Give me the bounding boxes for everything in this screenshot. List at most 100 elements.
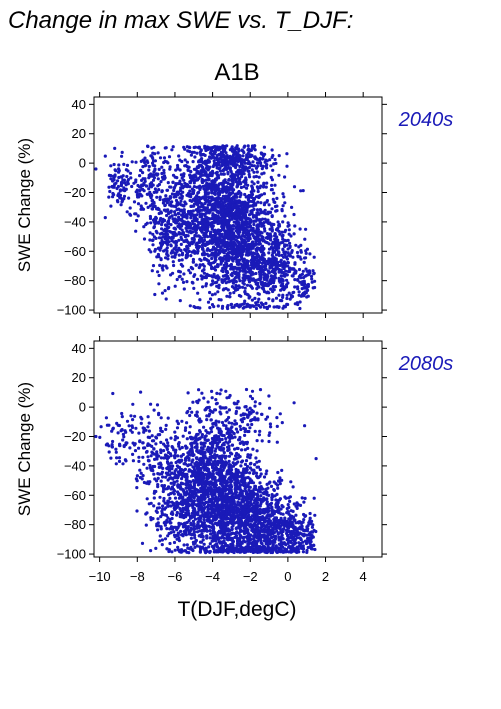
scatter-point [133, 414, 137, 418]
scatter-point [164, 223, 168, 227]
scatter-point [166, 243, 170, 247]
scatter-point [173, 430, 177, 434]
scatter-point [280, 234, 285, 238]
scatter-point [216, 158, 220, 162]
scatter-point [147, 176, 151, 180]
scatter-point [134, 477, 138, 481]
scatter-point [165, 460, 170, 464]
scatter-point [155, 454, 159, 458]
scatter-point [239, 262, 243, 266]
scatter-point [199, 221, 203, 225]
scatter-point [224, 261, 228, 265]
scatter-point [204, 185, 208, 189]
scatter-point [200, 179, 204, 183]
scatter-point [215, 391, 219, 395]
scatter-point [152, 496, 156, 500]
scatter-point [275, 265, 279, 269]
scatter-point [192, 198, 196, 202]
plot-frame [93, 96, 383, 314]
scatter-point [243, 299, 247, 303]
scatter-point [107, 450, 111, 454]
scatter-point [121, 432, 125, 436]
scatter-point [148, 190, 152, 194]
scatter-point [260, 157, 265, 161]
scatter-point [231, 281, 235, 285]
scatter-point [119, 184, 123, 188]
scatter-point [182, 543, 186, 547]
scatter-point [185, 193, 189, 197]
scatter-point [157, 273, 161, 278]
scatter-point [276, 220, 280, 224]
scatter-point [234, 427, 238, 431]
scatter-point [285, 302, 289, 306]
scatter-point [274, 161, 278, 165]
scatter-point [134, 229, 138, 233]
scatter-point [103, 216, 107, 220]
scatter-point [230, 274, 234, 278]
scatter-point [191, 540, 195, 545]
scatter-point [214, 248, 218, 252]
scatter-point [125, 174, 129, 179]
scatter-point [191, 191, 196, 195]
scatter-point [235, 163, 239, 167]
scatter-point [292, 232, 296, 236]
scatter-point [195, 277, 200, 281]
scatter-point [305, 285, 310, 289]
scatter-point [228, 157, 232, 161]
scatter-point [200, 433, 204, 437]
scatter-point [166, 416, 170, 420]
scatter-point [241, 233, 245, 238]
scatter-point [183, 184, 187, 188]
scatter-point [265, 159, 269, 163]
scatter-point [193, 305, 197, 310]
scatter-point [259, 163, 263, 168]
scatter-point [231, 257, 235, 261]
scatter-point [233, 419, 237, 423]
scatter-point [203, 144, 207, 148]
scatter-point [226, 172, 230, 176]
scatter-point [111, 179, 115, 183]
scatter-point [272, 270, 276, 274]
scatter-point [164, 209, 168, 213]
scatter-point [200, 472, 204, 476]
scatter-point [270, 253, 274, 257]
scatter-point [176, 484, 180, 488]
scatter-point [279, 288, 283, 292]
scatter-point [152, 190, 156, 194]
scatter-point [310, 280, 314, 284]
scatter-point [198, 263, 202, 267]
scatter-point [116, 184, 120, 189]
scatter-point [190, 219, 195, 223]
scatter-point [240, 285, 245, 289]
scatter-point [188, 469, 192, 473]
scatter-point [274, 209, 278, 213]
period-label: 2080s [398, 353, 454, 375]
scatter-point [215, 210, 219, 214]
scatter-point [200, 277, 204, 281]
scatter-point [293, 224, 297, 228]
scatter-point [147, 173, 151, 177]
scatter-point [239, 249, 243, 254]
scatter-point [273, 285, 278, 289]
scatter-point [131, 402, 135, 406]
scatter-point [232, 164, 236, 168]
scatter-point [208, 297, 213, 301]
scatter-point [186, 168, 190, 172]
scatter-point [247, 304, 251, 308]
scatter-point [222, 172, 226, 176]
scatter-point [221, 266, 225, 270]
scatter-point [190, 280, 194, 284]
scatter-point [254, 166, 259, 170]
scatter-point [130, 184, 134, 189]
scatter-point [177, 217, 181, 222]
scatter-point [192, 188, 196, 193]
scatter-point [246, 183, 250, 187]
scatter-point [164, 194, 168, 198]
scatter-point [172, 454, 176, 458]
scatter-point [171, 260, 175, 264]
scatter-point [185, 160, 189, 164]
scatter-point [151, 243, 155, 247]
scatter-point [208, 290, 212, 295]
scatter-point [209, 532, 213, 536]
